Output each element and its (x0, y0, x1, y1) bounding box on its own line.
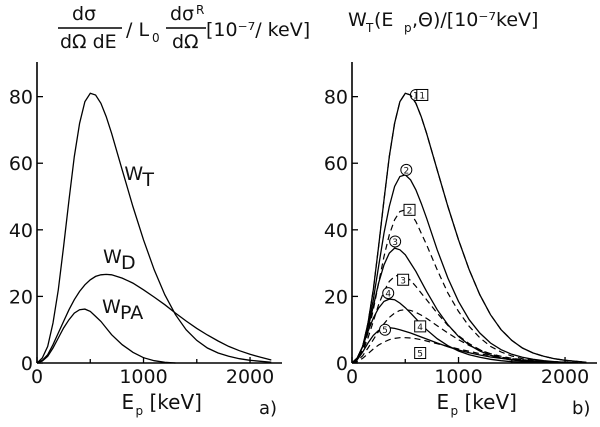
title-a-middle: / L (126, 19, 149, 41)
series-line-dashed-1 (351, 92, 587, 364)
x-tick-label: 1000 (119, 366, 167, 388)
marker-label: 1 (419, 91, 425, 101)
x-axis-label-unit: [keV] (465, 390, 517, 414)
marker-label: 1 (413, 91, 419, 101)
title-a-middle-sub: 0 (152, 31, 160, 45)
y-tick-label: 20 (324, 286, 348, 308)
series-label: W (103, 246, 122, 268)
marker-label: 4 (417, 323, 423, 333)
y-tick-label: 40 (9, 220, 33, 242)
square-marker (416, 88, 429, 101)
title-a-frac1-num: dσ (72, 3, 96, 25)
x-axis-label: E (437, 390, 450, 414)
x-tick-label: 0 (31, 366, 43, 388)
title-b-lead-sub: T (365, 21, 374, 35)
y-tick-label: 60 (324, 153, 348, 175)
y-tick-label: 60 (9, 153, 33, 175)
series-label-sub: D (121, 252, 136, 274)
marker-label: 3 (400, 276, 406, 286)
square-marker (414, 320, 427, 333)
series-line-solid-T (36, 92, 272, 364)
x-axis-label-sub: p (136, 404, 144, 418)
series-line-solid-D (36, 273, 272, 364)
marker-label: 2 (403, 166, 409, 176)
y-tick-label: 80 (324, 87, 348, 109)
marker-label: 4 (385, 290, 391, 300)
title-b-rest: (E (374, 9, 393, 31)
x-tick-label: 2000 (541, 366, 589, 388)
title-b-rest-sub: p (404, 21, 412, 35)
title-b-tail: ,Θ)/[10⁻⁷keV] (412, 9, 538, 31)
series-label: W (102, 296, 121, 318)
x-axis-label: E (122, 390, 135, 414)
marker-label: 5 (382, 326, 388, 336)
y-tick-label: 0 (336, 353, 348, 375)
title-a-frac2-num-sub: R (196, 3, 204, 17)
square-marker (403, 203, 416, 216)
square-marker (414, 347, 427, 360)
series-label: W (124, 163, 143, 185)
series-line-solid-1 (351, 92, 587, 364)
panel-a-label: a) (259, 398, 277, 419)
panel-b-label: b) (572, 398, 590, 419)
square-marker (397, 273, 410, 286)
panel-a-title: dσ dΩ dE / L 0 dσ R dΩ [10⁻⁷/ keV] (58, 3, 310, 53)
title-a-frac2-num: dσ (170, 3, 194, 25)
circle-marker (400, 163, 413, 176)
marker-label: 2 (407, 206, 413, 216)
circle-marker (389, 235, 402, 248)
x-axis-label-unit: [keV] (150, 390, 202, 414)
series-label-sub: T (141, 169, 154, 191)
y-tick-label: 20 (9, 286, 33, 308)
title-a-frac1-den: dΩ dE (60, 31, 117, 53)
x-axis-label-sub: p (451, 404, 459, 418)
panel-b-title: W T (E p ,Θ)/[10⁻⁷keV] (348, 9, 538, 35)
y-tick-label: 0 (21, 353, 33, 375)
series-line-dashed-3 (351, 274, 555, 364)
title-a-unit: [10⁻⁷/ keV] (206, 19, 310, 41)
marker-label: 3 (392, 238, 398, 248)
circle-marker (382, 287, 395, 300)
series-line-solid-PA (36, 308, 176, 364)
title-b-lead: W (348, 9, 367, 31)
x-tick-label: 0 (346, 366, 358, 388)
title-a-frac2-den: dΩ (172, 31, 199, 53)
x-tick-label: 1000 (434, 366, 482, 388)
circle-marker (379, 323, 392, 336)
series-line-dashed-5 (351, 337, 587, 364)
x-tick-label: 2000 (226, 366, 274, 388)
series-label-sub: PA (120, 302, 143, 324)
marker-label: 5 (417, 350, 423, 360)
series-line-solid-2 (351, 174, 566, 364)
y-tick-label: 40 (324, 220, 348, 242)
y-tick-label: 80 (9, 87, 33, 109)
